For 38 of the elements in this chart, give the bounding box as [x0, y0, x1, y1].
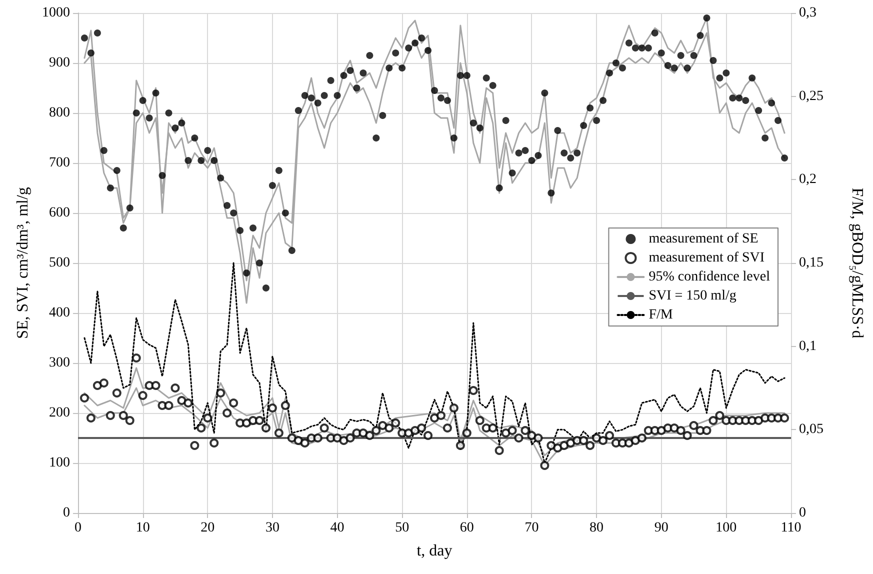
y2-tick-label: 0,2 [799, 172, 816, 188]
x-tick-label: 10 [136, 520, 150, 536]
x-tick-label: 110 [780, 520, 802, 536]
y2-tick-label: 0,15 [799, 256, 824, 270]
y-tick-label: 500 [49, 256, 70, 270]
x-tick-label: 90 [654, 520, 668, 536]
x-tick-label: 60 [460, 520, 474, 536]
y2-tick-label: 0,05 [799, 422, 824, 438]
y-tick-label: 200 [49, 406, 70, 420]
y-tick-label: 600 [49, 206, 70, 220]
y2-axis-title: F/M, gBOD₅/gMLSS·d [848, 188, 866, 338]
x-tick-label: 70 [524, 520, 539, 536]
legend-label: measurement of SE [648, 232, 758, 246]
y2-tick-label: 0,25 [799, 88, 824, 104]
legend-label: SVI = 150 ml/g [648, 288, 736, 304]
y2-tick-label: 0,3 [799, 6, 816, 20]
legend-label: 95% confidence level [648, 270, 770, 284]
y2-tick-label: 0,1 [799, 338, 816, 354]
x-tick-label: 20 [200, 520, 215, 536]
x-tick-label: 80 [590, 520, 604, 536]
y-tick-label: 100 [49, 456, 70, 470]
y-tick-label: 0 [63, 506, 70, 520]
x-tick-label: 50 [395, 520, 410, 536]
y-axis-title: SE, SVI, cm³/dm³, ml/g [14, 187, 32, 339]
y-tick-label: 300 [49, 356, 70, 370]
legend-label: measurement of SVI [648, 250, 765, 266]
y-tick-label: 800 [49, 106, 70, 120]
y-tick-label: 900 [49, 56, 70, 70]
x-tick-label: 100 [716, 520, 737, 536]
y-tick-label: 700 [49, 156, 70, 170]
x-tick-label: 30 [265, 520, 280, 536]
y-tick-label: 400 [49, 306, 70, 320]
y-tick-label: 1000 [42, 6, 70, 20]
x-tick-label: 0 [74, 520, 82, 536]
legend-label: F/M [648, 308, 674, 322]
x-tick-label: 40 [330, 520, 344, 536]
y2-tick-label: 0 [799, 506, 806, 520]
x-axis-title: t, day [416, 542, 452, 560]
